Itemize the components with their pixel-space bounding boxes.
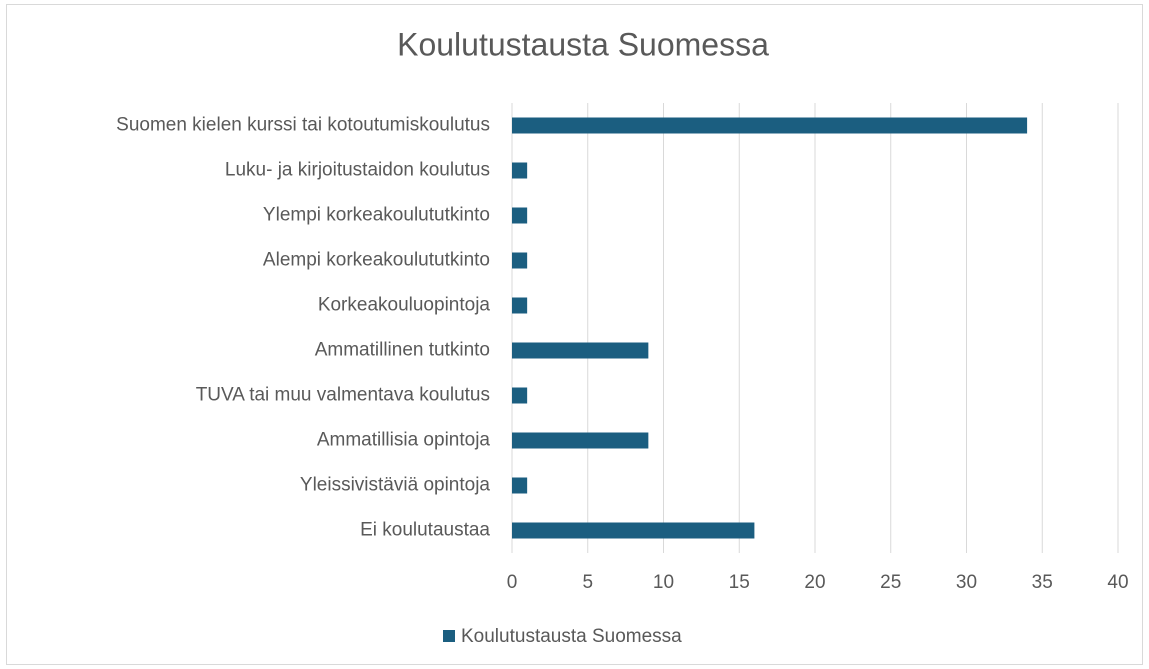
chart-border	[6, 4, 1143, 665]
bar	[512, 387, 528, 404]
x-tick-label: 0	[507, 572, 518, 593]
y-tick-label: TUVA tai muu valmentava koulutus	[196, 385, 490, 406]
bar	[512, 432, 649, 449]
bar	[512, 162, 528, 179]
y-tick-label: Ammatillinen tutkinto	[315, 340, 490, 361]
y-tick-label: Luku- ja kirjoitustaidon koulutus	[225, 160, 490, 181]
x-tick-label: 5	[582, 572, 593, 593]
bar	[512, 297, 528, 314]
x-tick-label: 10	[653, 572, 674, 593]
y-tick-label: Ammatillisia opintoja	[317, 430, 491, 451]
bar	[512, 342, 649, 359]
y-tick-label: Suomen kielen kurssi tai kotoutumiskoulu…	[116, 115, 490, 136]
x-tick-label: 25	[880, 572, 901, 593]
bar	[512, 252, 528, 269]
y-tick-label: Ei koulutaustaa	[360, 520, 490, 541]
bar	[512, 522, 755, 539]
y-tick-label: Korkeakouluopintoja	[318, 295, 491, 316]
x-tick-label: 35	[1032, 572, 1053, 593]
x-tick-label: 20	[804, 572, 825, 593]
x-tick-label: 30	[956, 572, 977, 593]
legend-swatch	[443, 630, 455, 642]
y-tick-label: Alempi korkeakoulututkinto	[263, 250, 490, 271]
y-tick-label: Ylempi korkeakoulututkinto	[263, 205, 490, 226]
x-tick-label: 15	[729, 572, 750, 593]
bar	[512, 207, 528, 224]
x-tick-label: 40	[1107, 572, 1128, 593]
bar	[512, 117, 1028, 134]
y-tick-label: Yleissivistäviä opintoja	[300, 475, 491, 496]
legend-label: Koulutustausta Suomessa	[461, 626, 682, 647]
chart-title: Koulutustausta Suomessa	[397, 26, 769, 62]
bar	[512, 477, 528, 494]
